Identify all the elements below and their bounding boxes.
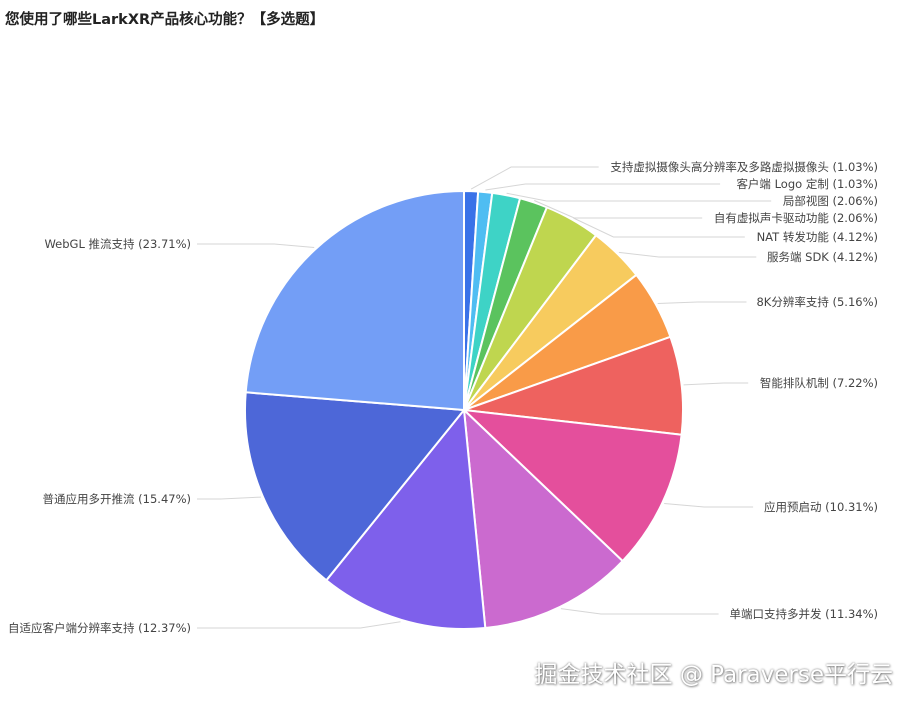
slice-label: 自适应客户端分辨率支持 (12.37%) <box>8 621 191 635</box>
pie-slice[interactable] <box>461 408 683 563</box>
leader-line <box>470 166 599 190</box>
leader-lines <box>197 166 772 629</box>
page-title: 您使用了哪些LarkXR产品核心功能？【多选题】 <box>5 12 325 28</box>
leader-line <box>683 382 749 386</box>
leader-line <box>506 192 772 202</box>
slice-label: NAT 转发功能 (4.12%) <box>757 230 878 244</box>
leader-line <box>197 243 315 248</box>
leader-line <box>197 496 261 500</box>
slice-label: 8K分辨率支持 (5.16%) <box>756 295 878 309</box>
leader-line <box>657 301 747 304</box>
leader-line <box>485 183 721 191</box>
slice-label: 应用预启动 (10.31%) <box>764 500 878 514</box>
leader-line <box>664 503 754 508</box>
pie-slice[interactable] <box>244 189 465 412</box>
slice-label: WebGL 推流支持 (23.71%) <box>44 237 191 251</box>
watermark: 掘金技术社区 @ Paraverse平行云 <box>534 662 893 688</box>
pie-slices <box>244 189 684 630</box>
slice-labels: 支持虚拟摄像头高分辨率及多路虚拟摄像头 (1.03%) 客户端 Logo 定制 (… <box>8 160 878 635</box>
pie-slice[interactable] <box>244 391 466 582</box>
pie-slice[interactable] <box>462 407 625 630</box>
slice-label: 普通应用多开推流 (15.47%) <box>43 492 191 506</box>
leader-line <box>618 251 757 258</box>
slice-label: 局部视图 (2.06%) <box>783 194 878 208</box>
slice-label: 客户端 Logo 定制 (1.03%) <box>736 177 878 191</box>
leader-line <box>197 621 401 629</box>
slice-label: 支持虚拟摄像头高分辨率及多路虚拟摄像头 (1.03%) <box>610 160 878 174</box>
slice-label: 智能排队机制 (7.22%) <box>760 376 878 390</box>
slice-label: 单端口支持多并发 (11.34%) <box>730 607 878 621</box>
slice-label: 自有虚拟声卡驱动功能 (2.06%) <box>714 211 878 225</box>
pie-slice[interactable] <box>324 407 487 630</box>
leader-line <box>573 217 745 238</box>
pie-slice[interactable] <box>463 335 684 436</box>
slice-label: 服务端 SDK (4.12%) <box>767 250 878 264</box>
leader-line <box>560 608 719 615</box>
